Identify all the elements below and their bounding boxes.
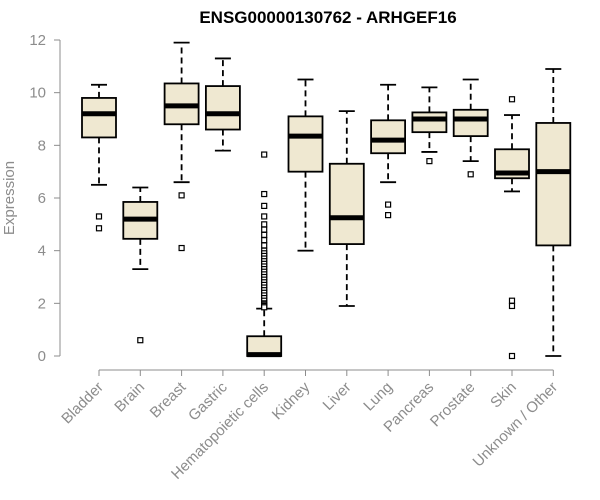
iqr-box xyxy=(370,119,407,155)
outlier-point xyxy=(95,225,103,232)
iqr-box xyxy=(81,97,117,139)
outlier-point xyxy=(508,96,516,103)
x-category-label: Kidney xyxy=(269,378,314,423)
x-category-label: Lung xyxy=(360,379,396,415)
y-tick-label: 2 xyxy=(38,295,46,312)
outlier-point xyxy=(95,213,103,220)
box-group xyxy=(535,68,572,357)
box-group xyxy=(494,96,530,360)
outlier-point xyxy=(261,304,268,311)
outlier-point xyxy=(178,244,185,252)
box-group xyxy=(411,86,448,165)
box-group xyxy=(204,57,241,152)
outlier-point xyxy=(261,231,268,238)
iqr-box xyxy=(287,115,324,173)
outlier-point xyxy=(261,151,268,158)
outlier-point xyxy=(178,192,185,199)
outlier-point xyxy=(261,242,268,249)
x-category-label: Liver xyxy=(320,379,355,414)
iqr-box xyxy=(328,162,365,245)
box-group xyxy=(452,78,489,178)
outlier-point xyxy=(508,352,516,360)
x-category-label: Skin xyxy=(487,379,520,412)
x-category-label: Prostate xyxy=(427,379,479,431)
y-tick-label: 6 xyxy=(38,190,46,207)
box-group xyxy=(246,151,283,358)
outlier-point xyxy=(261,190,268,198)
plot-layer xyxy=(81,41,572,360)
outlier-point xyxy=(508,297,516,304)
y-axis-label: Expression xyxy=(1,161,18,235)
iqr-box xyxy=(535,122,572,247)
outlier-point xyxy=(137,337,144,344)
outlier-point xyxy=(467,171,474,178)
outlier-point xyxy=(385,201,392,208)
y-tick-label: 0 xyxy=(38,348,46,365)
y-tick-label: 8 xyxy=(38,137,46,154)
outlier-point xyxy=(508,302,516,310)
box-group xyxy=(287,78,324,252)
axis-layer: 0 2 4 6 8 10 12 xyxy=(29,32,554,376)
outlier-point xyxy=(426,158,433,165)
box-group xyxy=(163,41,200,252)
outlier-point xyxy=(261,221,268,228)
y-tick-label: 12 xyxy=(29,32,46,49)
iqr-box xyxy=(452,108,489,138)
box-group xyxy=(122,186,159,344)
iqr-box xyxy=(204,85,241,131)
outlier-point xyxy=(261,213,268,220)
x-category-label: Brain xyxy=(111,379,148,416)
box-group xyxy=(328,110,365,307)
outlier-point xyxy=(261,226,268,233)
chart-title: ENSG00000130762 - ARHGEF16 xyxy=(199,8,456,27)
box-group xyxy=(370,83,407,219)
x-category-label: Breast xyxy=(147,378,190,421)
box-group xyxy=(81,83,117,232)
y-tick-label: 4 xyxy=(38,243,46,260)
outlier-point xyxy=(261,202,268,209)
iqr-box xyxy=(411,111,448,134)
outlier-point xyxy=(261,237,268,244)
y-tick-label: 10 xyxy=(29,85,46,102)
outlier-point xyxy=(385,212,392,219)
x-category-label: Bladder xyxy=(58,379,107,428)
